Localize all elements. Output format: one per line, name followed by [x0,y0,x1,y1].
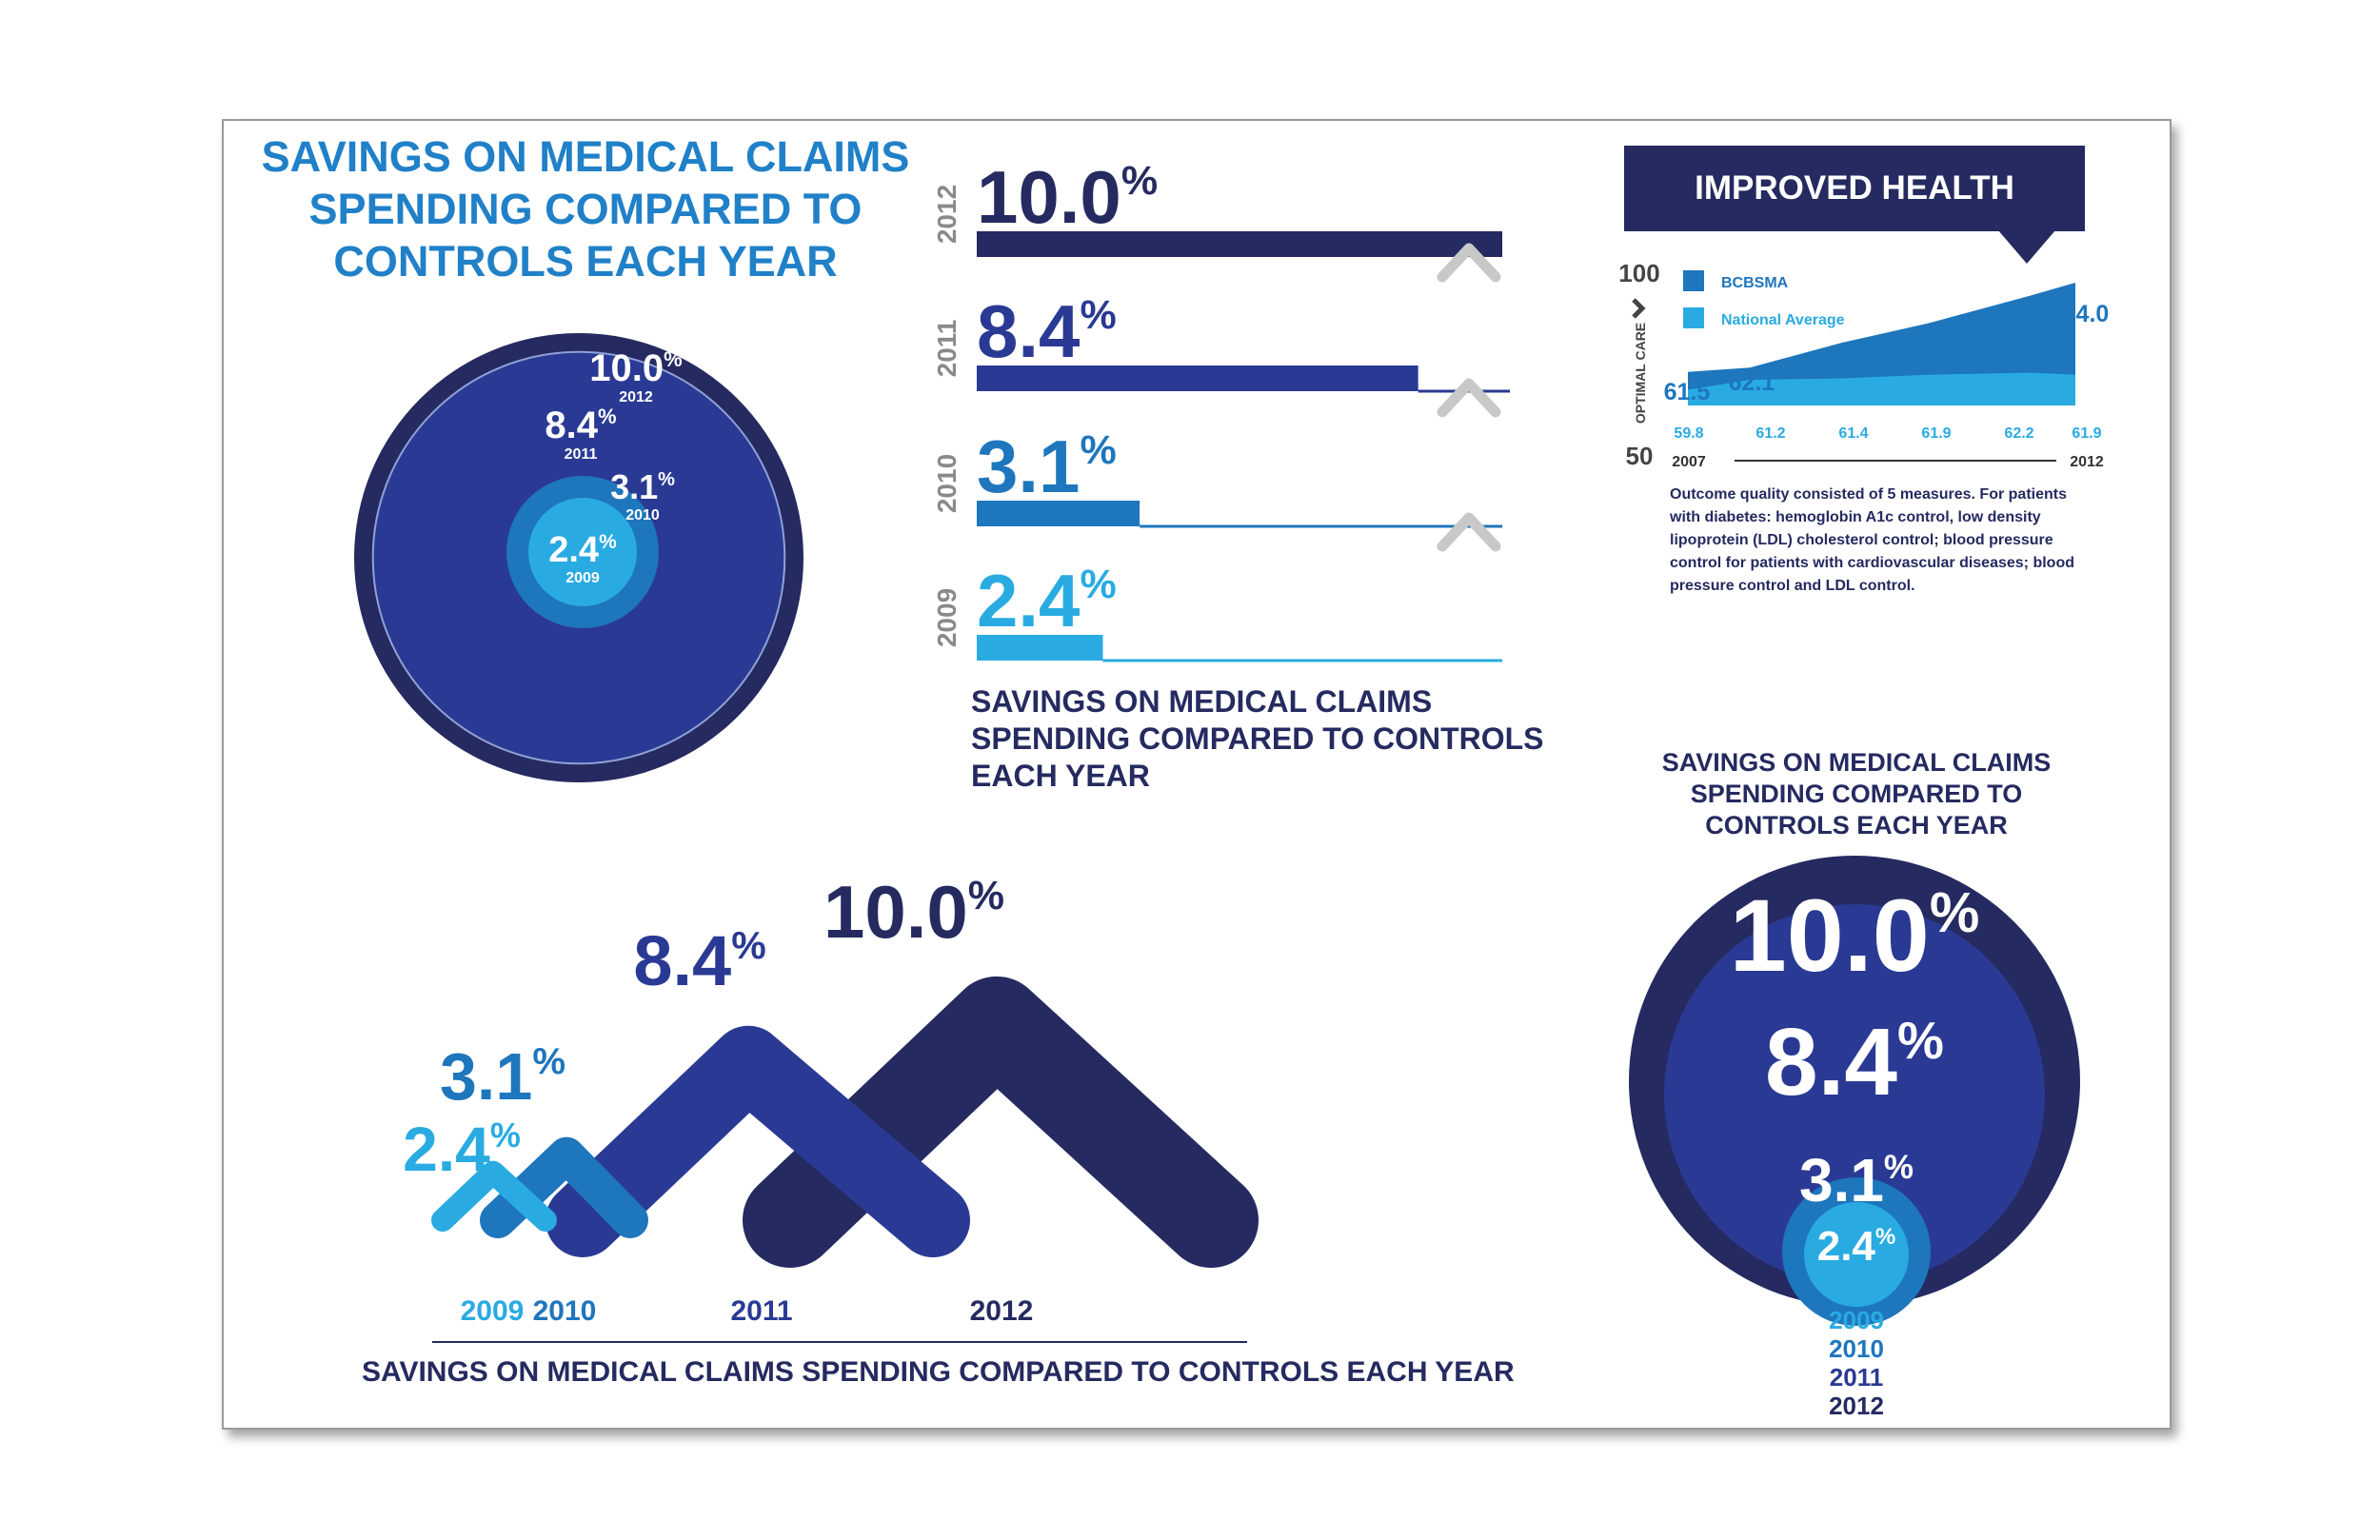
year-label-2010: 2010 [932,454,962,513]
horizontal-bars-chart: 10.0% 2012 8.4% 2011 3.1% 2010 2.4% 2009 [932,155,1510,662]
value-label-2011: 8.4% [545,405,616,446]
legend-swatch-national [1683,307,1704,328]
legend-label-bcbsma: BCBSMA [1721,275,1789,291]
bubble-2009 [1804,1202,1909,1307]
value-label-2009: 2.4% [1817,1223,1896,1270]
chevron-mark-2011 [545,1025,970,1257]
bar-2011 [977,365,1418,391]
health-outcomes-note: Outcome quality consisted of 5 measures.… [1670,486,2074,594]
year-label-2009: 2009 [1829,1306,1884,1334]
value-label-2012: 10.0% [1730,878,1980,993]
year-label-2009: 2009 [932,588,962,647]
chevron-up-icon [1437,378,1501,418]
health-outcomes-chart: 100 50 OPTIMAL CARE BCBSMA National Average 6… [1618,230,2109,470]
value-label-2011: 8.4% [977,289,1117,373]
year-label-2011: 2011 [932,320,962,378]
top-left-title: SAVINGS ON MEDICAL CLAIMS SPENDING COMPA… [261,132,910,286]
data-label-national: 61.4 [1838,425,1868,442]
axis-max-label: 100 [1618,259,1659,287]
value-label-2010: 3.1% [1799,1146,1914,1214]
year-label-2010: 2010 [1829,1334,1884,1363]
legend-swatch-bcbsma [1683,270,1704,291]
value-label-2012: 10.0% [589,347,682,389]
bar-2010 [977,501,1140,526]
area-mask [1676,405,2094,440]
x-axis-end: 2012 [2070,454,2104,470]
data-label-bcbsma: 72.2 [2014,308,2061,335]
year-label-2012: 2012 [619,389,653,405]
value-label-2009: 2.4% [403,1114,521,1184]
bottom-left-caption: SAVINGS ON MEDICAL CLAIMS SPENDING COMPA… [362,1356,1515,1388]
year-label-2011: 2011 [565,446,598,463]
value-label-2011: 8.4% [1765,1009,1944,1116]
bubble-2011 [1664,904,2045,1285]
value-label-2012: 10.0% [977,155,1158,239]
value-label-2010: 3.1% [610,467,675,506]
bottom-right-title: SAVINGS ON MEDICAL CLAIMS SPENDING COMPA… [1661,748,2052,839]
health-title-pointer [1998,230,2055,264]
area-series-national [1688,372,2075,411]
year-label-2012: 2012 [1829,1392,1884,1420]
data-label-bcbsma: 65.6 [1827,348,1874,375]
optimal-care-label: OPTIMAL CARE [1633,323,1648,424]
value-label-2010: 3.1% [977,424,1117,508]
year-label-2010: 2010 [625,507,660,523]
data-label-bcbsma: 74.0 [2063,301,2110,327]
value-label-2010: 3.1% [440,1039,565,1114]
chevron-right-icon [1632,298,1646,319]
data-label-national: 61.9 [1921,425,1951,442]
bars-caption: SAVINGS ON MEDICAL CLAIMS SPENDING COMPA… [971,684,1544,794]
data-label-national: 61.2 [1755,425,1785,442]
chevron-peaks-chart: 2.4% 2009 3.1% 2010 8.4% 2011 10.0% 2012 [403,870,1259,1343]
data-label-national: 61.9 [2072,425,2101,442]
x-axis-start: 2007 [1672,454,1706,470]
value-label-2011: 8.4% [633,921,765,1000]
year-label-2012: 2012 [970,1295,1034,1327]
data-label-bcbsma: 68.3 [1916,329,1963,356]
data-label-bcbsma: 62.1 [1729,369,1775,396]
year-label-2011: 2011 [730,1295,792,1327]
bar-2012 [977,231,1502,257]
chevron-up-icon [1437,243,1501,283]
year-label-2009: 2009 [565,570,600,586]
value-label-2009: 2.4% [977,559,1117,642]
data-label-national: 59.8 [1674,425,1703,442]
data-label-bcbsma: 61.5 [1664,379,1711,405]
axis-min-label: 50 [1626,442,1654,470]
year-label-2012: 2012 [932,185,962,244]
circle-2009 [528,498,637,606]
chevron-up-icon [1437,512,1501,552]
data-label-national: 62.2 [2004,425,2033,442]
health-outcomes-title: IMPROVED HEALTH OUTCOMES [1624,146,2085,292]
year-label-2011: 2011 [1830,1363,1883,1392]
year-label-2010: 2010 [533,1295,597,1327]
value-label-2012: 10.0% [823,870,1004,954]
year-label-2009: 2009 [461,1295,525,1327]
chevron-mark-2009 [431,1160,557,1232]
legend-label-national: National Average [1721,312,1845,328]
bar-2009 [977,635,1103,661]
value-label-2009: 2.4% [548,530,617,570]
